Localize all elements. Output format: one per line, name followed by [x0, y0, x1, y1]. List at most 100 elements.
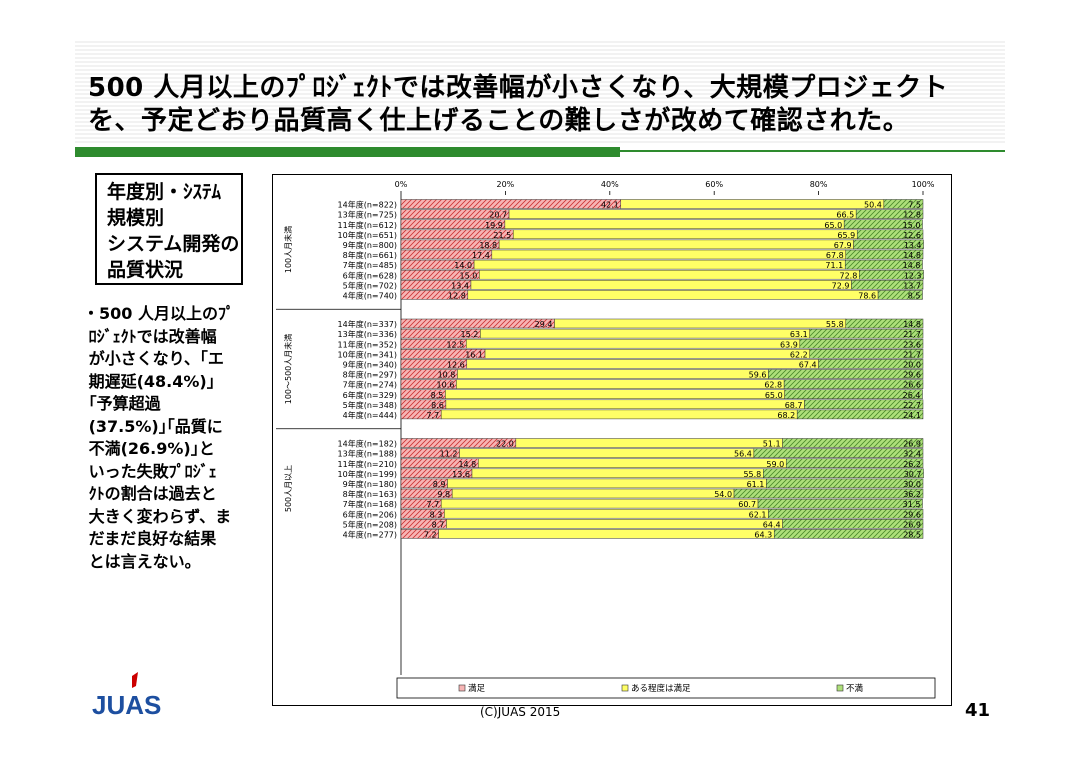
category-label: 5年度(n=208) — [343, 519, 397, 529]
category-label: 14年度(n=822) — [338, 200, 397, 210]
bar-segment — [440, 498, 759, 509]
data-label: 7.5 — [908, 201, 921, 210]
data-label: 30.7 — [904, 470, 922, 479]
bar-segment — [491, 249, 846, 260]
group-label: 500人月以上 — [284, 465, 293, 512]
category-label: 9年度(n=180) — [343, 479, 397, 489]
data-label: 7.2 — [424, 530, 437, 539]
category-label: 7年度(n=168) — [343, 499, 397, 509]
data-label: 56.4 — [734, 450, 752, 459]
bar-segment — [508, 209, 857, 219]
category-label: 7年度(n=485) — [343, 260, 397, 270]
data-label: 32.4 — [903, 450, 921, 459]
category-label: 8年度(n=163) — [343, 489, 397, 499]
category-label: 6年度(n=628) — [343, 270, 397, 280]
data-label: 65.9 — [837, 231, 855, 240]
x-tick-label: 60% — [705, 180, 723, 189]
title-line-2: を、予定どおり品質高く仕上げることの難しさが改めて確認された。 — [88, 106, 910, 136]
data-label: 8.5 — [908, 291, 921, 300]
data-label: 59.6 — [749, 371, 767, 380]
data-label: 13.4 — [451, 281, 469, 290]
bar-segment — [782, 438, 924, 448]
bar-segment — [480, 328, 810, 339]
data-label: 66.5 — [836, 211, 854, 220]
category-label: 6年度(n=206) — [343, 509, 397, 519]
legend-swatch — [836, 684, 844, 692]
data-label: 22.7 — [903, 401, 921, 410]
data-label: 14.0 — [454, 261, 472, 270]
slide-title: 500 人月以上のﾌﾟﾛｼﾞｪｸﾄでは改善幅が小さくなり、大規模プロジェクト を… — [88, 72, 1008, 138]
bar-segment — [456, 379, 785, 389]
category-label: 4年度(n=277) — [343, 529, 397, 539]
x-tick-label: 20% — [497, 180, 515, 189]
bar-segment — [504, 219, 845, 229]
bar-segment — [753, 448, 924, 458]
bar-segment — [446, 519, 783, 529]
data-label: 8.7 — [432, 520, 445, 529]
data-label: 8.6 — [431, 401, 444, 410]
bar-segment — [766, 478, 924, 489]
category-label: 13年度(n=725) — [338, 210, 397, 220]
title-line-1: 500 人月以上のﾌﾟﾛｼﾞｪｸﾄでは改善幅が小さくなり、大規模プロジェクト — [88, 73, 949, 103]
category-label: 4年度(n=740) — [343, 290, 397, 300]
bar-segment — [785, 458, 924, 468]
bar-segment — [845, 249, 924, 260]
data-label: 12.3 — [904, 271, 922, 280]
category-label: 6年度(n=329) — [343, 390, 397, 400]
category-label: 8年度(n=297) — [343, 370, 397, 380]
data-label: 13.6 — [452, 470, 470, 479]
bar-segment — [784, 389, 923, 399]
data-label: 15.0 — [459, 271, 477, 280]
title-ruled-background — [75, 41, 1005, 143]
bar-segment — [478, 458, 787, 468]
category-label: 11年度(n=612) — [338, 220, 397, 230]
bar-segment — [855, 209, 924, 219]
bar-segment — [445, 389, 785, 399]
data-label: 30.0 — [903, 480, 921, 489]
bar-segment — [859, 269, 924, 280]
data-label: 14.8 — [903, 320, 921, 329]
data-label: 61.1 — [747, 480, 765, 489]
legend-label: 不満 — [846, 684, 864, 694]
data-label: 12.8 — [448, 291, 466, 300]
data-label: 20.7 — [489, 211, 507, 220]
data-label: 22.0 — [496, 440, 514, 449]
data-label: 62.1 — [749, 510, 767, 519]
juas-logo: JUAS — [92, 672, 161, 718]
data-label: 63.9 — [780, 340, 798, 349]
data-label: 26.2 — [903, 460, 921, 469]
group-label: 100〜500人月未満 — [283, 334, 293, 405]
data-label: 8.5 — [431, 391, 444, 400]
data-label: 26.4 — [903, 391, 921, 400]
legend-swatch — [458, 684, 466, 692]
data-label: 64.3 — [754, 530, 772, 539]
data-label: 59.0 — [766, 460, 784, 469]
data-label: 16.1 — [465, 350, 483, 359]
data-label: 21.7 — [903, 330, 921, 339]
bar-segment — [856, 229, 924, 240]
category-label: 4年度(n=444) — [343, 410, 397, 420]
bar-segment — [763, 468, 924, 479]
bar-segment — [620, 199, 885, 209]
data-label: 67.8 — [826, 251, 844, 260]
data-label: 65.0 — [824, 221, 842, 230]
data-label: 15.0 — [903, 221, 921, 230]
bar-segment — [809, 349, 924, 359]
group-label: 100人月未満 — [283, 226, 293, 273]
x-tick-label: 80% — [810, 180, 828, 189]
bar-segment — [851, 280, 924, 290]
category-label: 10年度(n=341) — [338, 349, 397, 359]
legend-label: ある程度は満足 — [631, 683, 691, 694]
bar-segment — [459, 448, 755, 458]
data-label: 68.7 — [785, 401, 803, 410]
data-label: 20.0 — [903, 360, 921, 369]
data-label: 28.5 — [903, 530, 921, 539]
bar-segment — [757, 498, 923, 509]
bar-segment — [818, 359, 924, 369]
category-label: 14年度(n=337) — [338, 319, 397, 329]
bar-segment — [438, 529, 775, 539]
bar-segment — [470, 280, 852, 290]
data-label: 64.4 — [763, 520, 781, 529]
data-label: 55.8 — [826, 320, 844, 329]
